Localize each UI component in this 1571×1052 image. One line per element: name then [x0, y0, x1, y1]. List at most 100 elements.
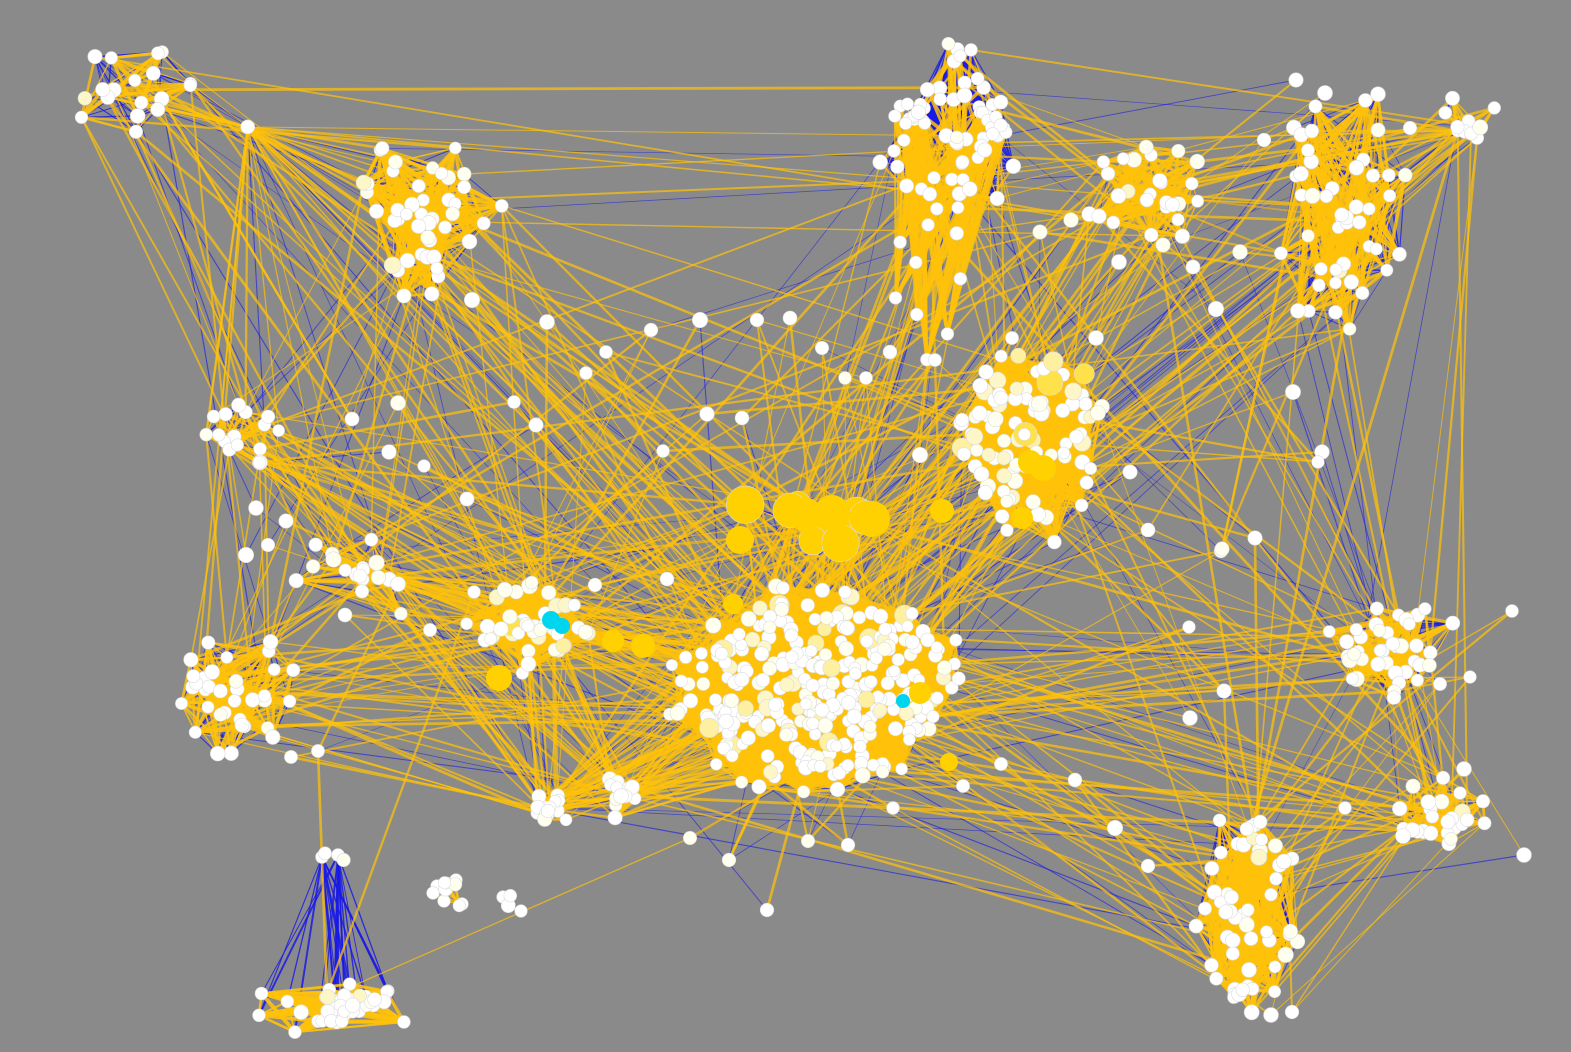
graph-node[interactable]	[755, 672, 770, 688]
graph-node[interactable]	[1218, 904, 1234, 920]
graph-node[interactable]	[445, 206, 460, 222]
graph-node[interactable]	[1304, 123, 1320, 139]
graph-node[interactable]	[899, 178, 914, 194]
graph-node[interactable]	[696, 677, 711, 691]
graph-node[interactable]	[1144, 227, 1159, 243]
graph-node[interactable]	[838, 640, 854, 657]
graph-node[interactable]	[265, 729, 281, 745]
graph-node[interactable]	[1182, 620, 1196, 634]
graph-node[interactable]	[533, 623, 548, 637]
graph-node[interactable]	[954, 412, 970, 428]
graph-node[interactable]	[230, 438, 244, 452]
graph-node[interactable]	[996, 433, 1011, 448]
graph-node[interactable]	[893, 235, 907, 249]
graph-node[interactable]	[708, 693, 722, 707]
graph-node[interactable]	[220, 651, 234, 664]
graph-node[interactable]	[218, 407, 233, 422]
graph-node[interactable]	[926, 710, 940, 724]
graph-node[interactable]	[150, 102, 166, 117]
graph-node-cyan-node-2[interactable]	[554, 618, 570, 634]
graph-node[interactable]	[725, 485, 765, 524]
graph-node[interactable]	[859, 371, 873, 385]
graph-node[interactable]	[1238, 916, 1255, 933]
graph-node[interactable]	[460, 617, 473, 631]
graph-node[interactable]	[921, 218, 935, 232]
graph-node[interactable]	[840, 695, 857, 711]
graph-node[interactable]	[977, 142, 993, 158]
graph-node[interactable]	[857, 690, 875, 708]
graph-node[interactable]	[880, 676, 895, 691]
graph-node[interactable]	[1410, 673, 1424, 687]
graph-node[interactable]	[1057, 446, 1070, 460]
graph-node[interactable]	[848, 667, 862, 681]
graph-node[interactable]	[994, 349, 1008, 363]
graph-node-gold-hub-13[interactable]	[1018, 450, 1042, 474]
graph-node[interactable]	[494, 199, 509, 213]
graph-node[interactable]	[1436, 770, 1451, 785]
graph-node[interactable]	[927, 171, 941, 185]
graph-node[interactable]	[587, 577, 603, 593]
graph-node[interactable]	[941, 36, 956, 51]
graph-node-gold-hub-3[interactable]	[854, 501, 890, 537]
graph-node[interactable]	[872, 154, 888, 170]
graph-node[interactable]	[860, 634, 874, 648]
graph-node[interactable]	[284, 750, 298, 764]
graph-node[interactable]	[1107, 819, 1124, 836]
graph-node[interactable]	[656, 444, 670, 458]
graph-node[interactable]	[996, 468, 1012, 484]
graph-node[interactable]	[839, 620, 855, 636]
graph-node[interactable]	[1423, 825, 1439, 841]
graph-node[interactable]	[206, 409, 221, 424]
graph-node[interactable]	[1362, 202, 1376, 216]
graph-node[interactable]	[964, 43, 978, 57]
graph-node[interactable]	[254, 986, 269, 1001]
graph-node[interactable]	[853, 739, 867, 754]
graph-node[interactable]	[1276, 853, 1292, 870]
graph-node[interactable]	[238, 546, 255, 563]
graph-node[interactable]	[502, 609, 518, 625]
graph-node[interactable]	[397, 1015, 411, 1029]
graph-node[interactable]	[234, 717, 250, 733]
graph-node[interactable]	[1116, 152, 1130, 166]
graph-node[interactable]	[337, 607, 353, 623]
graph-node[interactable]	[1111, 254, 1127, 270]
graph-node[interactable]	[511, 626, 526, 640]
graph-node[interactable]	[1088, 330, 1104, 346]
graph-node[interactable]	[430, 261, 444, 275]
graph-node[interactable]	[452, 899, 466, 913]
graph-node[interactable]	[555, 637, 571, 654]
graph-node[interactable]	[1000, 494, 1014, 508]
graph-node[interactable]	[1189, 153, 1205, 170]
graph-node[interactable]	[1208, 300, 1225, 317]
graph-node[interactable]	[1140, 858, 1156, 874]
graph-node[interactable]	[1301, 143, 1315, 158]
graph-node[interactable]	[370, 570, 386, 586]
graph-node[interactable]	[399, 207, 413, 221]
graph-node[interactable]	[799, 697, 813, 711]
graph-node-cyan-node-3[interactable]	[896, 694, 910, 708]
graph-node[interactable]	[763, 620, 777, 634]
graph-node[interactable]	[1405, 778, 1421, 794]
graph-node[interactable]	[559, 813, 573, 827]
graph-node[interactable]	[1267, 838, 1283, 854]
graph-node[interactable]	[336, 852, 351, 867]
graph-node[interactable]	[973, 466, 990, 482]
graph-node[interactable]	[779, 677, 795, 693]
graph-node[interactable]	[888, 664, 901, 677]
graph-node[interactable]	[877, 641, 892, 657]
graph-node[interactable]	[695, 647, 708, 660]
graph-node[interactable]	[760, 717, 776, 733]
graph-node[interactable]	[1009, 381, 1024, 396]
graph-node[interactable]	[1293, 166, 1309, 182]
graph-node[interactable]	[784, 628, 799, 643]
graph-node[interactable]	[367, 992, 382, 1007]
graph-node[interactable]	[888, 109, 902, 123]
graph-node[interactable]	[434, 167, 448, 181]
graph-node[interactable]	[1100, 166, 1116, 181]
graph-node[interactable]	[228, 673, 244, 689]
graph-node[interactable]	[426, 886, 440, 900]
graph-node[interactable]	[763, 764, 779, 780]
graph-node[interactable]	[1155, 237, 1171, 253]
graph-node[interactable]	[1370, 122, 1386, 138]
graph-node[interactable]	[514, 904, 528, 918]
